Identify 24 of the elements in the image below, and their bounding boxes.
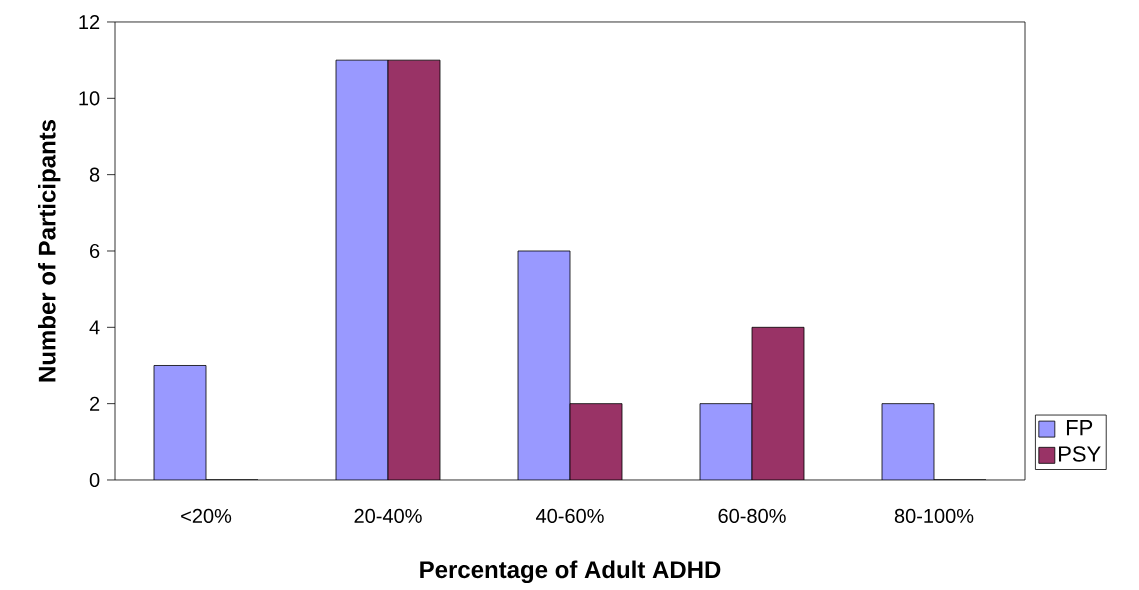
legend-label: PSY <box>1059 446 1101 462</box>
y-axis-title: Number of Participants <box>38 119 61 382</box>
y-tick-label: 12 <box>79 15 100 29</box>
bar <box>881 403 935 480</box>
x-tick-label: <20% <box>181 508 232 524</box>
x-tick-label: 80-100% <box>894 508 974 524</box>
y-tick-label: 10 <box>79 91 100 106</box>
y-tick-label: 4 <box>89 320 100 335</box>
bar <box>335 59 389 480</box>
y-tick-label: 2 <box>90 396 100 411</box>
bar <box>569 403 623 480</box>
y-tick-label: 0 <box>89 472 100 488</box>
x-axis-title: Percentage of Adult ADHD <box>420 560 721 584</box>
x-tick-label: 60-80% <box>718 508 786 524</box>
y-tick-label: 6 <box>90 243 100 259</box>
bar <box>517 250 571 480</box>
legend-label: FP <box>1066 420 1093 436</box>
x-tick-label: 20-40% <box>354 508 422 524</box>
bar <box>699 403 753 480</box>
bar <box>154 365 207 480</box>
bar <box>387 59 441 480</box>
bar <box>751 326 805 480</box>
x-tick-label: 40-60% <box>535 508 604 524</box>
y-tick-label: 8 <box>89 167 100 182</box>
